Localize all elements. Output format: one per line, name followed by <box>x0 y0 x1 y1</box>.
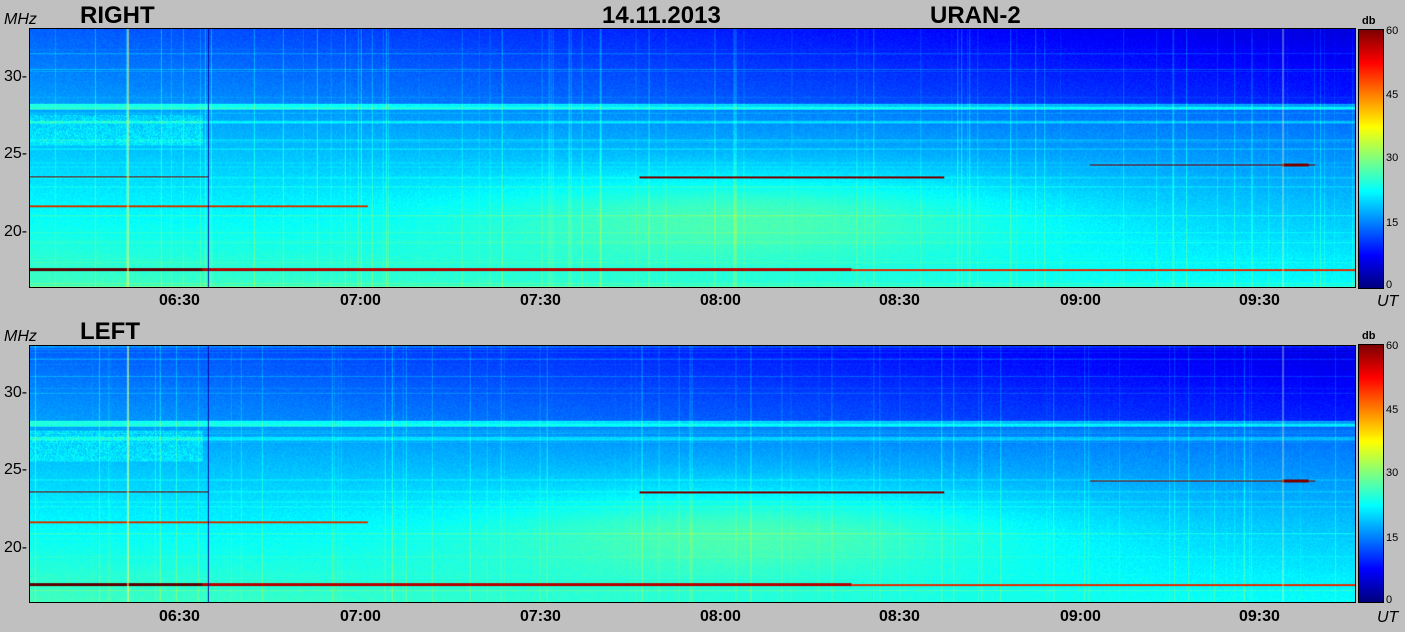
spectrogram-right <box>29 28 1356 288</box>
x-tick-label: 07:00 <box>340 292 381 309</box>
colorbar-tick: 15 <box>1386 217 1399 229</box>
date-label: 14.11.2013 <box>602 2 721 29</box>
x-tick-label: 09:00 <box>1060 292 1101 309</box>
x-tick-label: 08:00 <box>700 292 741 309</box>
y-axis-unit: MHz <box>4 328 37 345</box>
x-tick-label: 07:00 <box>340 608 381 625</box>
colorbar-tick: 0 <box>1386 594 1393 606</box>
colorbar-tick: 0 <box>1386 279 1393 291</box>
x-tick-label: 09:30 <box>1239 608 1280 625</box>
x-tick-label: 08:30 <box>879 608 920 625</box>
panel-title-right: RIGHT <box>80 2 155 29</box>
colorbar-tick: 30 <box>1386 467 1399 479</box>
y-tick-label: 25- <box>4 145 28 162</box>
y-tick-label: 30- <box>4 68 28 85</box>
colorbar-right <box>1358 29 1384 289</box>
colorbar-left <box>1358 344 1384 603</box>
x-axis-unit: UT <box>1377 293 1399 310</box>
y-tick-label: 20- <box>4 539 28 556</box>
x-tick-label: 09:00 <box>1060 608 1101 625</box>
colorbar-unit: db <box>1362 15 1376 27</box>
x-tick-label: 07:30 <box>520 292 561 309</box>
colorbar-unit: db <box>1362 330 1376 342</box>
x-tick-label: 06:30 <box>159 608 200 625</box>
colorbar-tick: 15 <box>1386 532 1399 544</box>
colorbar-tick: 45 <box>1386 404 1399 416</box>
instrument-label: URAN-2 <box>930 2 1021 29</box>
colorbar-tick: 45 <box>1386 89 1399 101</box>
x-tick-label: 07:30 <box>520 608 561 625</box>
spectrogram-left <box>29 345 1356 603</box>
x-tick-label: 06:30 <box>159 292 200 309</box>
x-tick-label: 08:00 <box>700 608 741 625</box>
panel-title-left: LEFT <box>80 318 140 345</box>
y-tick-label: 20- <box>4 223 28 240</box>
y-tick-label: 30- <box>4 384 28 401</box>
x-tick-label: 09:30 <box>1239 292 1280 309</box>
colorbar-tick: 60 <box>1386 340 1399 352</box>
y-axis-unit: MHz <box>4 11 37 28</box>
x-axis-unit: UT <box>1377 609 1399 626</box>
colorbar-tick: 30 <box>1386 152 1399 164</box>
y-tick-label: 25- <box>4 461 28 478</box>
x-tick-label: 08:30 <box>879 292 920 309</box>
colorbar-tick: 60 <box>1386 25 1399 37</box>
